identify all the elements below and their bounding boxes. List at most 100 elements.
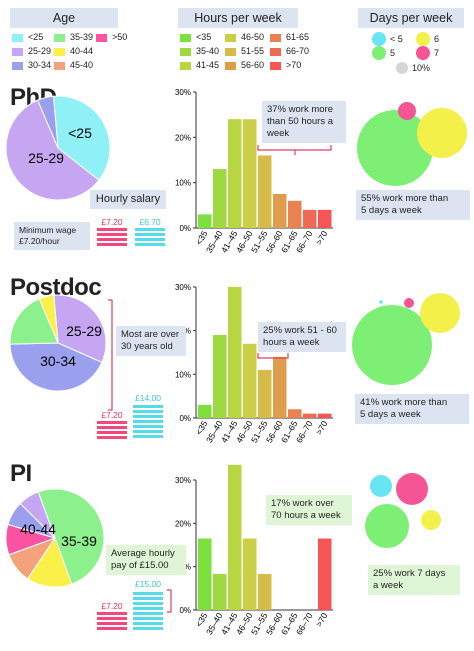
days-bubble-5 — [352, 305, 432, 385]
legend-label: 6 — [434, 33, 440, 44]
swatch — [270, 33, 281, 42]
bar — [243, 119, 257, 228]
y-tick-label: 10% — [175, 179, 191, 188]
pie-slice — [5, 99, 100, 201]
swatch — [12, 61, 23, 70]
pie-label: 25-29 — [28, 150, 64, 166]
bar — [258, 369, 272, 418]
age-pie — [9, 294, 107, 392]
legend-label: 51-55 — [241, 46, 265, 56]
age-pie — [5, 488, 105, 588]
salary-bracket — [167, 589, 172, 613]
bar — [198, 404, 212, 418]
bar — [198, 214, 212, 228]
age-pie — [5, 95, 111, 201]
bar — [288, 409, 302, 418]
swatch — [416, 46, 430, 60]
swatch — [12, 33, 23, 42]
days-bubble-lt5 — [370, 475, 392, 497]
legend-label: 5 — [390, 47, 396, 58]
bar — [228, 287, 242, 418]
legend-label: < 5 — [390, 33, 403, 44]
bar — [228, 464, 242, 610]
swatch — [396, 62, 408, 74]
pie-slice — [53, 294, 107, 364]
swatch — [416, 32, 430, 46]
days-bubble-6 — [417, 108, 467, 158]
pi-salary-note: Average hourly pay of £15.00 — [106, 545, 186, 575]
salary-stack-red — [97, 228, 127, 246]
legend-label: 56-60 — [241, 60, 265, 70]
days-bubble-7 — [398, 102, 416, 120]
age-bracket — [108, 299, 113, 411]
days-bubble-lt5 — [379, 300, 383, 304]
y-tick-label: 10% — [175, 370, 191, 379]
legend-label: 40-44 — [70, 46, 94, 56]
min-wage-label: Minimum wage £7.20/hour — [14, 222, 90, 250]
swatch — [54, 61, 65, 70]
legend-label: 46-50 — [241, 32, 265, 42]
salary-stack-red — [97, 421, 127, 439]
bar — [213, 335, 227, 418]
hours-bracket — [257, 145, 332, 151]
pie-slice — [52, 95, 111, 181]
x-tick-label: >70 — [314, 611, 330, 629]
swatch — [270, 61, 281, 70]
postdoc-days-callout: 41% work more than 5 days a week — [355, 394, 469, 424]
legend-label: 61-65 — [286, 32, 310, 42]
bar — [243, 343, 257, 418]
y-tick-label: 20% — [175, 133, 191, 142]
phd-days-callout: 55% work more than 5 days a week — [356, 190, 470, 220]
pie-label: 25-29 — [66, 323, 102, 339]
hours-bar-chart: 0%10%20%30%<3535–4041–4546–5051–5556–606… — [175, 464, 333, 636]
swatch — [54, 33, 65, 42]
hours-bracket — [257, 353, 289, 359]
y-tick-label: 20% — [175, 519, 191, 528]
swatch — [180, 47, 191, 56]
hours-bar-chart: 0%10%20%30%<3535–4041–4546–5051–5556–606… — [175, 283, 333, 444]
bar — [318, 413, 332, 418]
pie-label: 40-44 — [20, 521, 56, 537]
pie-slice — [37, 488, 105, 585]
pie-label: 35-39 — [61, 533, 97, 549]
hours-legend-title: Hours per week — [178, 8, 298, 28]
pie-label: 30-34 — [40, 353, 76, 369]
days-bubble-7 — [396, 473, 428, 505]
bar — [288, 200, 302, 228]
hours-bar-charts: 0%10%20%30%<3535–4041–4546–5051–5556–606… — [175, 88, 333, 636]
y-tick-label: 30% — [175, 283, 191, 292]
days-bubble-7 — [404, 298, 414, 308]
salary-red-label: £7.20 — [101, 410, 123, 420]
legend-label: <35 — [196, 32, 212, 42]
legend-label: >50 — [112, 32, 128, 42]
bar — [303, 209, 317, 228]
bar — [273, 356, 287, 418]
legend-label: 7 — [434, 47, 440, 58]
pie-slice — [37, 95, 59, 149]
bar — [273, 194, 287, 228]
salary-blue-label: £14.00 — [135, 393, 161, 403]
section-title-pi: PI — [10, 460, 32, 487]
swatch — [54, 47, 65, 56]
pie-slice — [19, 491, 56, 539]
swatch — [12, 47, 23, 56]
y-tick-label: 30% — [175, 476, 191, 485]
days-bubble-6 — [421, 510, 441, 530]
bar — [258, 574, 272, 610]
salary-blue-label: £15.00 — [135, 579, 161, 589]
bar — [318, 538, 332, 610]
salary-stack-blue — [133, 592, 163, 630]
salary-red-label: £7.20 — [101, 217, 123, 227]
decorations: <25 25-29 25-29 30-34 40-44 35-39 — [20, 102, 467, 630]
salary-stack-red — [97, 612, 127, 630]
legend-label: 45-40 — [70, 60, 94, 70]
y-tick-label: 0% — [179, 606, 191, 615]
salary-blue-label: £6.70 — [139, 217, 161, 227]
pie-label: <25 — [68, 125, 92, 141]
legend-label: 30-34 — [28, 60, 52, 70]
phd-hours-callout: 37% work more than 50 hours a week — [262, 101, 346, 143]
pi-hours-callout: 17% work over 70 hours a week — [266, 495, 352, 525]
bar — [213, 574, 227, 610]
swatch — [225, 33, 236, 42]
